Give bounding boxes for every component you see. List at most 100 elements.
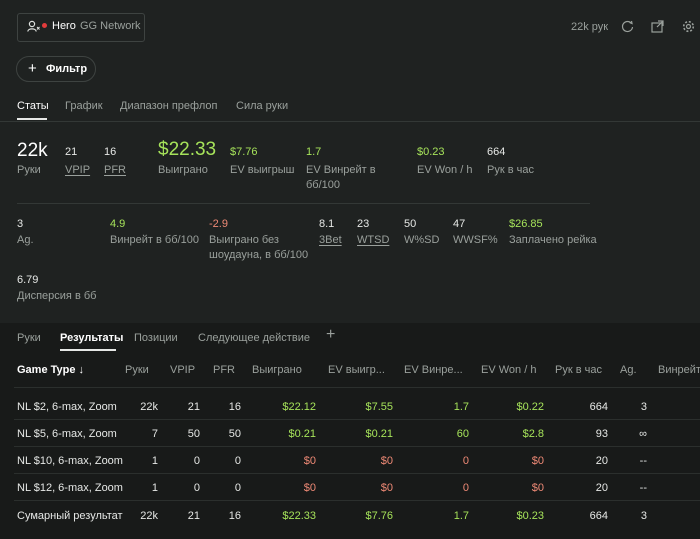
stat-ag-value: 3 [17, 218, 24, 230]
table-cell: $7.55 [365, 401, 393, 413]
subtab-next-action[interactable]: Следующее действие [198, 332, 310, 344]
stat-pfr-value: 16 [104, 146, 117, 158]
table-cell: 1 [151, 482, 158, 494]
column-header[interactable]: Выиграно [252, 364, 302, 376]
table-cell: $0 [531, 482, 544, 494]
table-row-game-type: NL $10, 6-max, Zoom [17, 455, 123, 467]
settings-gear-icon[interactable] [682, 20, 695, 33]
total-cell: 22k [140, 510, 158, 522]
column-header[interactable]: EV Винре... [404, 364, 463, 376]
column-header[interactable]: Рук в час [555, 364, 602, 376]
table-cell: 664 [589, 401, 608, 413]
total-cell: 664 [589, 510, 608, 522]
tab-active-indicator [17, 118, 47, 120]
filter-button[interactable] [16, 56, 96, 82]
row-divider [14, 387, 700, 388]
stat-pfr-label[interactable]: PFR [104, 164, 126, 176]
table-cell: $0 [531, 455, 544, 467]
subtab-hands[interactable]: Руки [17, 332, 41, 344]
stat-wtsd-value: 23 [357, 218, 370, 230]
table-cell: 21 [187, 401, 200, 413]
table-cell: 0 [462, 455, 469, 467]
row-divider [14, 419, 700, 420]
table-cell: 0 [462, 482, 469, 494]
table-cell: -- [639, 455, 647, 467]
table-cell: 16 [228, 401, 241, 413]
table-cell: $0 [303, 482, 316, 494]
column-header[interactable]: PFR [213, 364, 235, 376]
column-header[interactable]: Руки [125, 364, 149, 376]
column-header[interactable]: VPIP [170, 364, 196, 376]
table-cell: 3 [640, 401, 647, 413]
table-cell: $0.21 [365, 428, 393, 440]
table-cell: $0 [380, 482, 393, 494]
row-divider [14, 473, 700, 474]
export-icon[interactable] [651, 20, 664, 33]
total-cell: $0.23 [516, 510, 544, 522]
stat-3bet-value: 8.1 [319, 218, 335, 230]
player-selector[interactable] [17, 13, 145, 42]
table-cell: 0 [193, 455, 200, 467]
table-cell: 20 [595, 482, 608, 494]
stat-wsd-value: 50 [404, 218, 417, 230]
stat-ev-bb100-label-line2: бб/100 [306, 179, 341, 191]
stat-wsd-label: W%SD [404, 234, 440, 246]
stat-3bet-label[interactable]: 3Bet [319, 234, 342, 246]
stat-ev-won-value: $7.76 [230, 146, 258, 158]
stat-won-label: Выиграно [158, 164, 208, 176]
stat-hands-per-hour-value: 664 [487, 146, 506, 158]
stat-rake-value: $26.85 [509, 218, 543, 230]
stat-ev-won-h-label: EV Won / h [417, 164, 473, 176]
stat-vpip-value: 21 [65, 146, 78, 158]
column-header[interactable]: EV Won / h [481, 364, 537, 376]
tab-preflop-range[interactable]: Диапазон префлоп [120, 100, 218, 112]
table-cell: $22.12 [282, 401, 316, 413]
row-divider [14, 446, 700, 447]
subtab-active-indicator [60, 349, 116, 351]
stat-winrate-label: Винрейт в бб/100 [110, 234, 199, 246]
table-cell: 1 [151, 455, 158, 467]
divider [0, 121, 700, 122]
subtab-positions[interactable]: Позиции [134, 332, 178, 344]
total-cell: 3 [640, 510, 647, 522]
table-cell: $0 [380, 455, 393, 467]
tab-stats[interactable]: Статы [17, 100, 49, 112]
plus-icon: + [28, 60, 37, 77]
table-cell: 93 [595, 428, 608, 440]
filter-label: Фильтр [46, 63, 88, 75]
add-tab-plus-icon[interactable]: + [326, 326, 336, 343]
stat-ev-won-h-value: $0.23 [417, 146, 445, 158]
total-cell: $22.33 [282, 510, 316, 522]
column-header[interactable]: Винрейт [658, 364, 700, 376]
stat-winrate-value: 4.9 [110, 218, 126, 230]
stat-wwsf-label: WWSF% [453, 234, 498, 246]
table-row-game-type: NL $12, 6-max, Zoom [17, 482, 123, 494]
status-dot [42, 23, 47, 28]
column-header[interactable]: Ag. [620, 364, 637, 376]
stat-wtsd-label[interactable]: WTSD [357, 234, 390, 246]
stat-ag-label: Ag. [17, 234, 34, 246]
table-cell: $0 [303, 455, 316, 467]
table-cell: 60 [456, 428, 469, 440]
table-row-game-type: NL $2, 6-max, Zoom [17, 401, 117, 413]
stat-hands-per-hour-label: Рук в час [487, 164, 534, 176]
network-name: GG Network [80, 20, 141, 32]
table-row-game-type: NL $5, 6-max, Zoom [17, 428, 117, 440]
total-cell: 16 [228, 510, 241, 522]
subtab-results[interactable]: Результаты [60, 332, 124, 344]
table-cell: 22k [140, 401, 158, 413]
tab-hand-strength[interactable]: Сила руки [236, 100, 289, 112]
column-header[interactable]: Game Type ↓ [17, 364, 85, 376]
table-cell: 0 [193, 482, 200, 494]
stat-vpip-label[interactable]: VPIP [65, 164, 91, 176]
stat-ev-bb100-label-line1: EV Винрейт в [306, 164, 376, 176]
table-cell: 20 [595, 455, 608, 467]
stat-variance-label: Дисперсия в бб [17, 290, 97, 302]
total-row-label: Сумарный результат [17, 510, 123, 522]
refresh-icon[interactable] [621, 20, 634, 33]
stats-divider [17, 203, 590, 204]
tab-graph[interactable]: График [65, 100, 103, 112]
table-cell: 0 [234, 482, 241, 494]
column-header[interactable]: EV выигр... [328, 364, 385, 376]
stat-hands-label: Руки [17, 164, 41, 176]
